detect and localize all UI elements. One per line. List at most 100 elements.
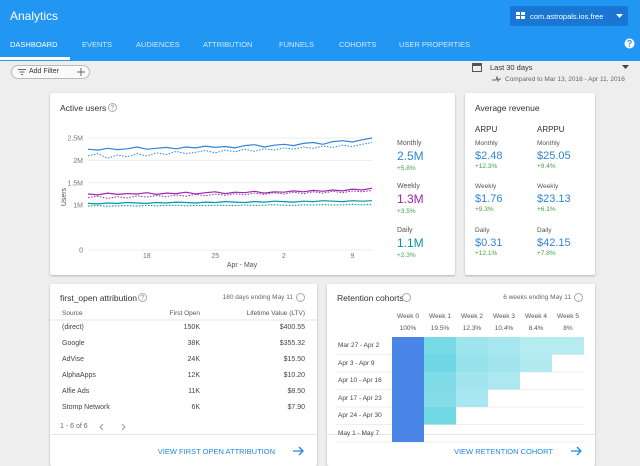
help-icon[interactable]	[574, 293, 583, 302]
table-cell: Alfie Ads	[62, 388, 90, 395]
column-header: ARPPU	[537, 125, 565, 134]
compare-icon	[492, 76, 501, 82]
table-cell: $15.50	[283, 356, 305, 363]
cohort-label: Mar 27 - Apr 2	[338, 342, 380, 349]
week-header: Week 0	[397, 313, 419, 320]
metric-change: +9.3%	[475, 206, 494, 213]
table-cell: $7.90	[287, 404, 305, 411]
table-cell: $400.55	[279, 324, 305, 331]
tab[interactable]: ATTRIBUTION	[203, 40, 253, 49]
view-link[interactable]: VIEW FIRST OPEN ATTRIBUTION	[157, 447, 275, 456]
table-cell: 12K	[187, 372, 200, 379]
cohort-label: May 1 - May 7	[338, 429, 380, 437]
divider	[327, 434, 595, 435]
metric-change: +9.4%	[537, 163, 556, 170]
week-average: 8.4%	[528, 325, 544, 332]
app-header: Analytics com.astropals.ios.free DASHBOA…	[0, 0, 640, 61]
week-header: Week 1	[429, 313, 451, 320]
metric-label: Daily	[537, 227, 552, 234]
table-cell: $8.50	[287, 388, 305, 395]
week-average: 100%	[399, 325, 417, 332]
active-tab-indicator	[0, 57, 70, 60]
help-icon[interactable]	[296, 293, 305, 302]
week-average: 12.3%	[462, 325, 482, 332]
help-icon[interactable]	[108, 103, 117, 112]
app-title: Analytics	[10, 9, 59, 23]
arrow-icon[interactable]	[571, 446, 583, 456]
table-cell: Stomp Network	[62, 404, 110, 411]
metric-value: $2.48	[475, 150, 503, 162]
card-title: Active users	[60, 103, 107, 113]
table-cell: 6K	[191, 404, 200, 411]
table-cell: 11K	[188, 388, 200, 395]
metric-value: $0.31	[475, 237, 503, 249]
tab[interactable]: USER PROPERTIES	[399, 40, 471, 49]
table-cell: Google	[62, 340, 85, 347]
table-cell: AlphaApps	[62, 372, 96, 379]
active-users-card: Active users	[50, 93, 455, 275]
pagination-arrows[interactable]	[98, 423, 128, 431]
week-header: Week 2	[461, 313, 483, 320]
metric-value: $42.15	[537, 237, 571, 249]
plus-icon	[77, 68, 85, 76]
metric-label: Weekly	[475, 183, 497, 190]
divider	[50, 434, 317, 435]
card-period: 6 weeks ending May 11	[503, 294, 571, 301]
app-selector[interactable]: com.astropals.ios.free	[510, 6, 628, 26]
compare-text: Compared to Mar 13, 2016 - Apr 11, 2016	[505, 76, 625, 83]
card-title: Average revenue	[475, 103, 540, 113]
add-filter-label: Add Filter	[29, 68, 59, 75]
add-filter-button[interactable]: Add Filter	[11, 65, 90, 79]
column-header: ARPU	[475, 125, 498, 134]
card-title: Retention cohorts	[337, 293, 404, 303]
cohort-label: Apr 24 - Apr 30	[338, 412, 382, 419]
date-range[interactable]: Last 30 days	[490, 63, 533, 72]
attribution-card: first_open attribution 180 days ending M…	[50, 284, 317, 466]
week-header: Week 4	[525, 313, 547, 320]
cohort-label: Apr 3 - Apr 9	[338, 359, 375, 367]
metric-change: +6.1%	[537, 206, 556, 213]
metric-label: Monthly	[537, 140, 560, 147]
metric-change: +7.8%	[537, 250, 556, 257]
arrow-icon[interactable]	[293, 446, 305, 456]
app-name: com.astropals.ios.free	[530, 12, 604, 21]
tab[interactable]: AUDIENCES	[136, 40, 180, 49]
tab[interactable]: DASHBOARD	[10, 40, 58, 49]
view-link[interactable]: VIEW RETENTION COHORT	[453, 447, 553, 456]
metric-value: $23.13	[537, 193, 571, 205]
table-cell: $355.32	[279, 340, 305, 347]
week-average: 19.5%	[430, 325, 450, 332]
table-cell: (direct)	[62, 324, 84, 331]
date-dropdown-arrow[interactable]	[622, 65, 629, 69]
week-average: 10.4%	[494, 325, 514, 332]
metric-label: Daily	[475, 227, 490, 234]
table-cell: 150K	[183, 324, 200, 331]
week-average: 8%	[563, 325, 573, 332]
filter-icon	[18, 69, 26, 75]
help-icon[interactable]	[138, 293, 147, 302]
table-header: Source	[62, 310, 83, 317]
metric-change: +12.3%	[475, 163, 498, 170]
app-icon	[516, 12, 525, 19]
tab[interactable]: FUNNELS	[279, 40, 315, 49]
metric-value: $1.76	[475, 193, 503, 205]
week-header: Week 5	[557, 313, 579, 320]
tab[interactable]: EVENTS	[82, 40, 113, 49]
metric-value: $25.05	[537, 150, 571, 162]
metric-label: Monthly	[475, 140, 498, 147]
retention-card: Retention cohorts 6 weeks ending May 11 …	[327, 284, 595, 466]
help-icon[interactable]	[624, 38, 635, 49]
dropdown-arrow	[616, 14, 623, 18]
table-cell: AdVise	[62, 356, 85, 363]
card-period: 180 days ending May 11	[222, 294, 293, 301]
week-header: Week 3	[493, 313, 515, 320]
table-header: First Open	[169, 310, 200, 317]
card-title: first_open attribution	[60, 293, 138, 303]
calendar-icon	[472, 63, 482, 72]
table-cell: $10.20	[283, 372, 305, 379]
help-icon[interactable]	[402, 293, 411, 302]
tab[interactable]: COHORTS	[339, 40, 377, 49]
average-revenue-card: Average revenue	[465, 93, 595, 275]
metric-change: +12.1%	[475, 250, 498, 257]
